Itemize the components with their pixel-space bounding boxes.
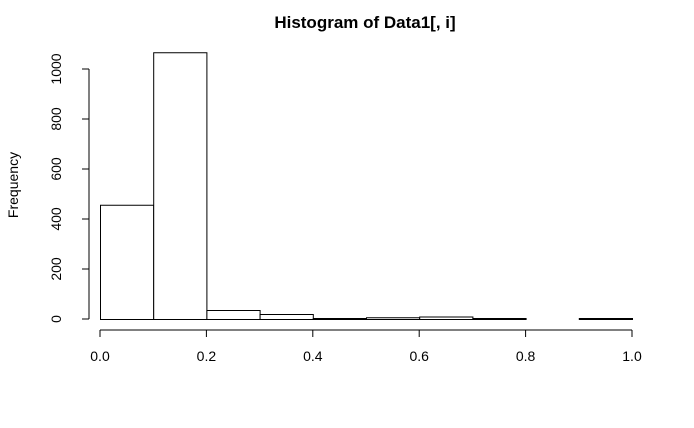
chart-title: Histogram of Data1[, i]	[274, 13, 455, 32]
y-tick-label: 1000	[48, 53, 64, 84]
x-tick-label: 0.0	[90, 348, 110, 364]
x-tick-label: 0.6	[409, 348, 429, 364]
y-tick-label: 800	[48, 107, 64, 131]
y-tick-label: 200	[48, 257, 64, 281]
y-tick-label: 600	[48, 157, 64, 181]
x-tick-label: 0.2	[197, 348, 217, 364]
histogram-bar-3	[206, 310, 261, 320]
histogram-bar-7	[419, 316, 474, 320]
x-tick-label: 0.4	[303, 348, 323, 364]
histogram-bar-10	[578, 318, 633, 320]
y-tick-label: 400	[48, 207, 64, 231]
y-axis-label: Frequency	[5, 152, 21, 218]
histogram-bar-8	[472, 318, 527, 320]
bars-group	[100, 52, 633, 320]
x-axis: 0.0 0.2 0.4 0.6 0.8 1.0	[90, 329, 642, 364]
histogram-bar-6	[366, 317, 421, 320]
histogram-bar-2	[153, 52, 208, 320]
histogram-bar-4	[259, 314, 314, 320]
x-tick-label: 0.8	[516, 348, 536, 364]
y-tick-label: 0	[48, 315, 64, 323]
histogram-bar-5	[312, 318, 367, 320]
x-tick-label: 1.0	[622, 348, 642, 364]
y-axis: 0 200 400 600 800 1000	[48, 53, 90, 323]
histogram-bar-1	[100, 204, 155, 320]
